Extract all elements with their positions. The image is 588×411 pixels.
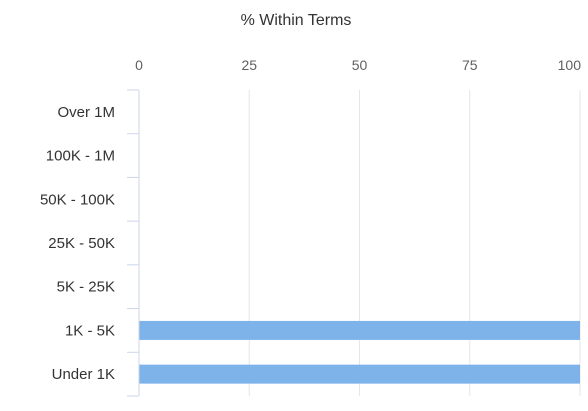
x-tick-label: 50 (352, 57, 368, 73)
bar[interactable] (139, 364, 580, 384)
category-label: 5K - 25K (57, 279, 115, 296)
category-label: Over 1M (57, 104, 115, 121)
grid-lines (248, 90, 581, 396)
category-label: 1K - 5K (65, 322, 115, 339)
x-tick-label: 75 (462, 57, 478, 73)
category-labels: Over 1M 100K - 1M 50K - 100K 25K - 50K 5K - … (40, 104, 115, 383)
bar[interactable] (139, 320, 580, 340)
category-label: Under 1K (52, 366, 115, 383)
category-label: 25K - 50K (48, 235, 115, 252)
y-axis (127, 89, 140, 397)
x-tick-label: 100 (558, 57, 582, 73)
x-axis-ticks: 0 25 50 75 100 (135, 57, 581, 73)
chart-title: % Within Terms (241, 12, 352, 29)
x-tick-label: 25 (241, 57, 257, 73)
x-tick-label: 0 (135, 57, 143, 73)
bars (139, 320, 580, 384)
category-label: 50K - 100K (40, 191, 115, 208)
category-label: 100K - 1M (46, 148, 115, 165)
